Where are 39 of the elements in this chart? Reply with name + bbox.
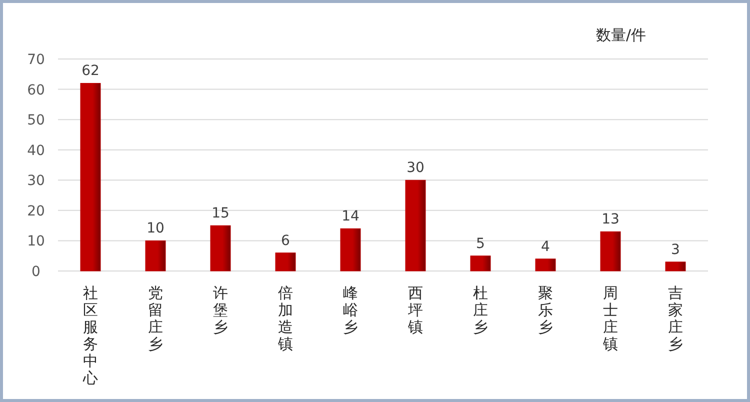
bar [535,258,556,272]
data-label: 30 [406,160,424,176]
x-tick-label: 聚乐乡 [538,284,553,336]
x-tick-label: 社区服务中心 [82,284,98,387]
data-label: 3 [671,242,680,258]
y-tick-label: 30 [27,173,45,190]
data-label: 6 [281,232,290,249]
data-label: 15 [212,206,230,222]
bar [470,256,491,272]
y-tick-label: 50 [27,112,45,129]
bar [405,180,426,272]
x-tick-label: 吉家庄乡 [668,284,683,353]
y-tick-label: 40 [27,142,45,159]
data-label: 5 [476,236,485,252]
x-tick-label: 杜庄乡 [473,284,488,336]
bar [665,262,686,272]
bar [80,82,101,272]
y-tick-label: 0 [32,264,40,280]
data-label: 62 [82,63,100,80]
x-tick-label: 许堡乡 [213,284,228,336]
bar [145,240,166,272]
x-tick-label: 西坪镇 [407,284,423,336]
y-tick-label: 60 [27,82,45,98]
data-label: 14 [342,208,360,225]
bar [210,225,231,272]
x-tick-label: 周士庄镇 [602,284,618,353]
x-tick-label: 党留庄乡 [148,284,163,353]
bar [340,228,361,272]
bar [600,231,621,272]
y-tick-label: 10 [27,234,45,250]
data-label: 10 [146,220,164,237]
bar [275,252,296,272]
data-label: 4 [541,238,550,255]
x-tick-label: 峰峪乡 [343,284,358,336]
x-tick-label: 倍加造镇 [277,284,293,353]
data-label: 13 [602,212,620,228]
y-tick-label: 20 [27,203,45,220]
y-tick-label: 70 [27,52,45,68]
y-axis-title: 数量/件 [596,26,646,44]
